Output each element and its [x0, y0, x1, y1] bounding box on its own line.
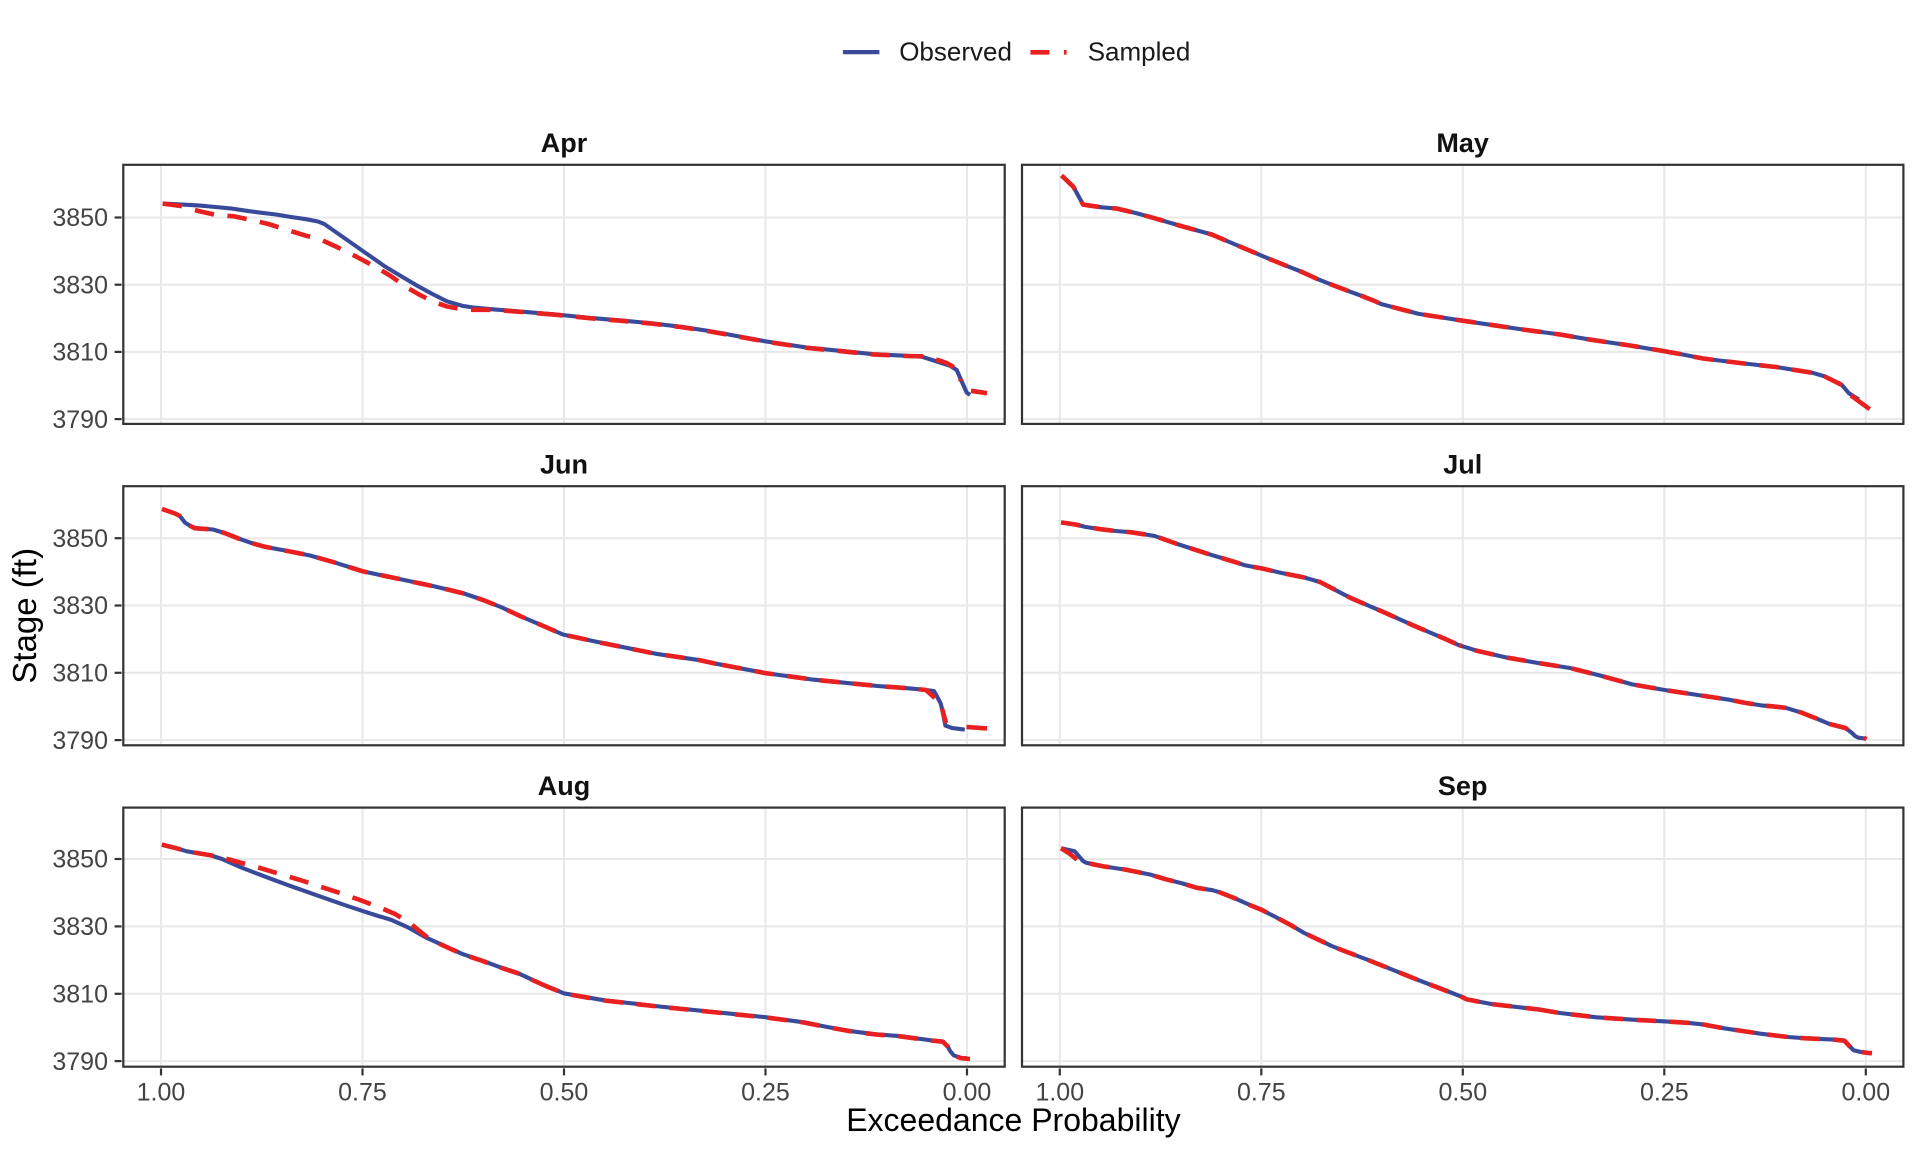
svg-text:Sampled: Sampled — [1088, 36, 1191, 66]
svg-text:1.00: 1.00 — [1035, 1079, 1084, 1107]
svg-text:0.50: 0.50 — [1438, 1079, 1487, 1107]
svg-text:3830: 3830 — [52, 913, 108, 941]
svg-text:Jun: Jun — [540, 450, 588, 480]
svg-text:Jul: Jul — [1443, 450, 1482, 480]
svg-text:0.25: 0.25 — [1640, 1079, 1689, 1107]
svg-text:3810: 3810 — [52, 660, 108, 688]
svg-text:3850: 3850 — [52, 204, 108, 232]
svg-text:0.00: 0.00 — [1841, 1079, 1890, 1107]
svg-text:Aug: Aug — [538, 771, 590, 801]
svg-text:3830: 3830 — [52, 592, 108, 620]
svg-text:0.25: 0.25 — [741, 1079, 790, 1107]
svg-text:3790: 3790 — [52, 727, 108, 755]
svg-text:May: May — [1436, 128, 1489, 158]
svg-text:3850: 3850 — [52, 525, 108, 553]
svg-text:0.00: 0.00 — [943, 1079, 992, 1107]
svg-text:3810: 3810 — [52, 981, 108, 1009]
svg-text:3790: 3790 — [52, 1048, 108, 1076]
svg-text:3810: 3810 — [52, 339, 108, 367]
svg-text:3850: 3850 — [52, 846, 108, 874]
svg-text:Sep: Sep — [1438, 771, 1488, 801]
svg-text:Apr: Apr — [541, 128, 588, 158]
svg-text:1.00: 1.00 — [137, 1079, 186, 1107]
svg-text:0.50: 0.50 — [540, 1079, 589, 1107]
svg-text:Stage (ft): Stage (ft) — [6, 548, 43, 684]
svg-text:3790: 3790 — [52, 406, 108, 434]
svg-text:0.75: 0.75 — [338, 1079, 387, 1107]
svg-text:3830: 3830 — [52, 271, 108, 299]
svg-text:Observed: Observed — [899, 36, 1012, 66]
svg-text:0.75: 0.75 — [1237, 1079, 1286, 1107]
svg-text:Exceedance Probability: Exceedance Probability — [846, 1102, 1180, 1138]
